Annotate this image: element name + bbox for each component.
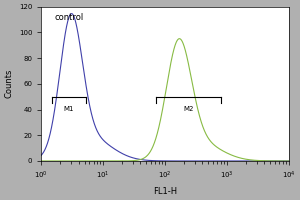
Text: M1: M1 <box>64 106 74 112</box>
Y-axis label: Counts: Counts <box>4 69 13 98</box>
Text: control: control <box>55 13 84 22</box>
Text: M2: M2 <box>183 106 194 112</box>
X-axis label: FL1-H: FL1-H <box>153 187 177 196</box>
